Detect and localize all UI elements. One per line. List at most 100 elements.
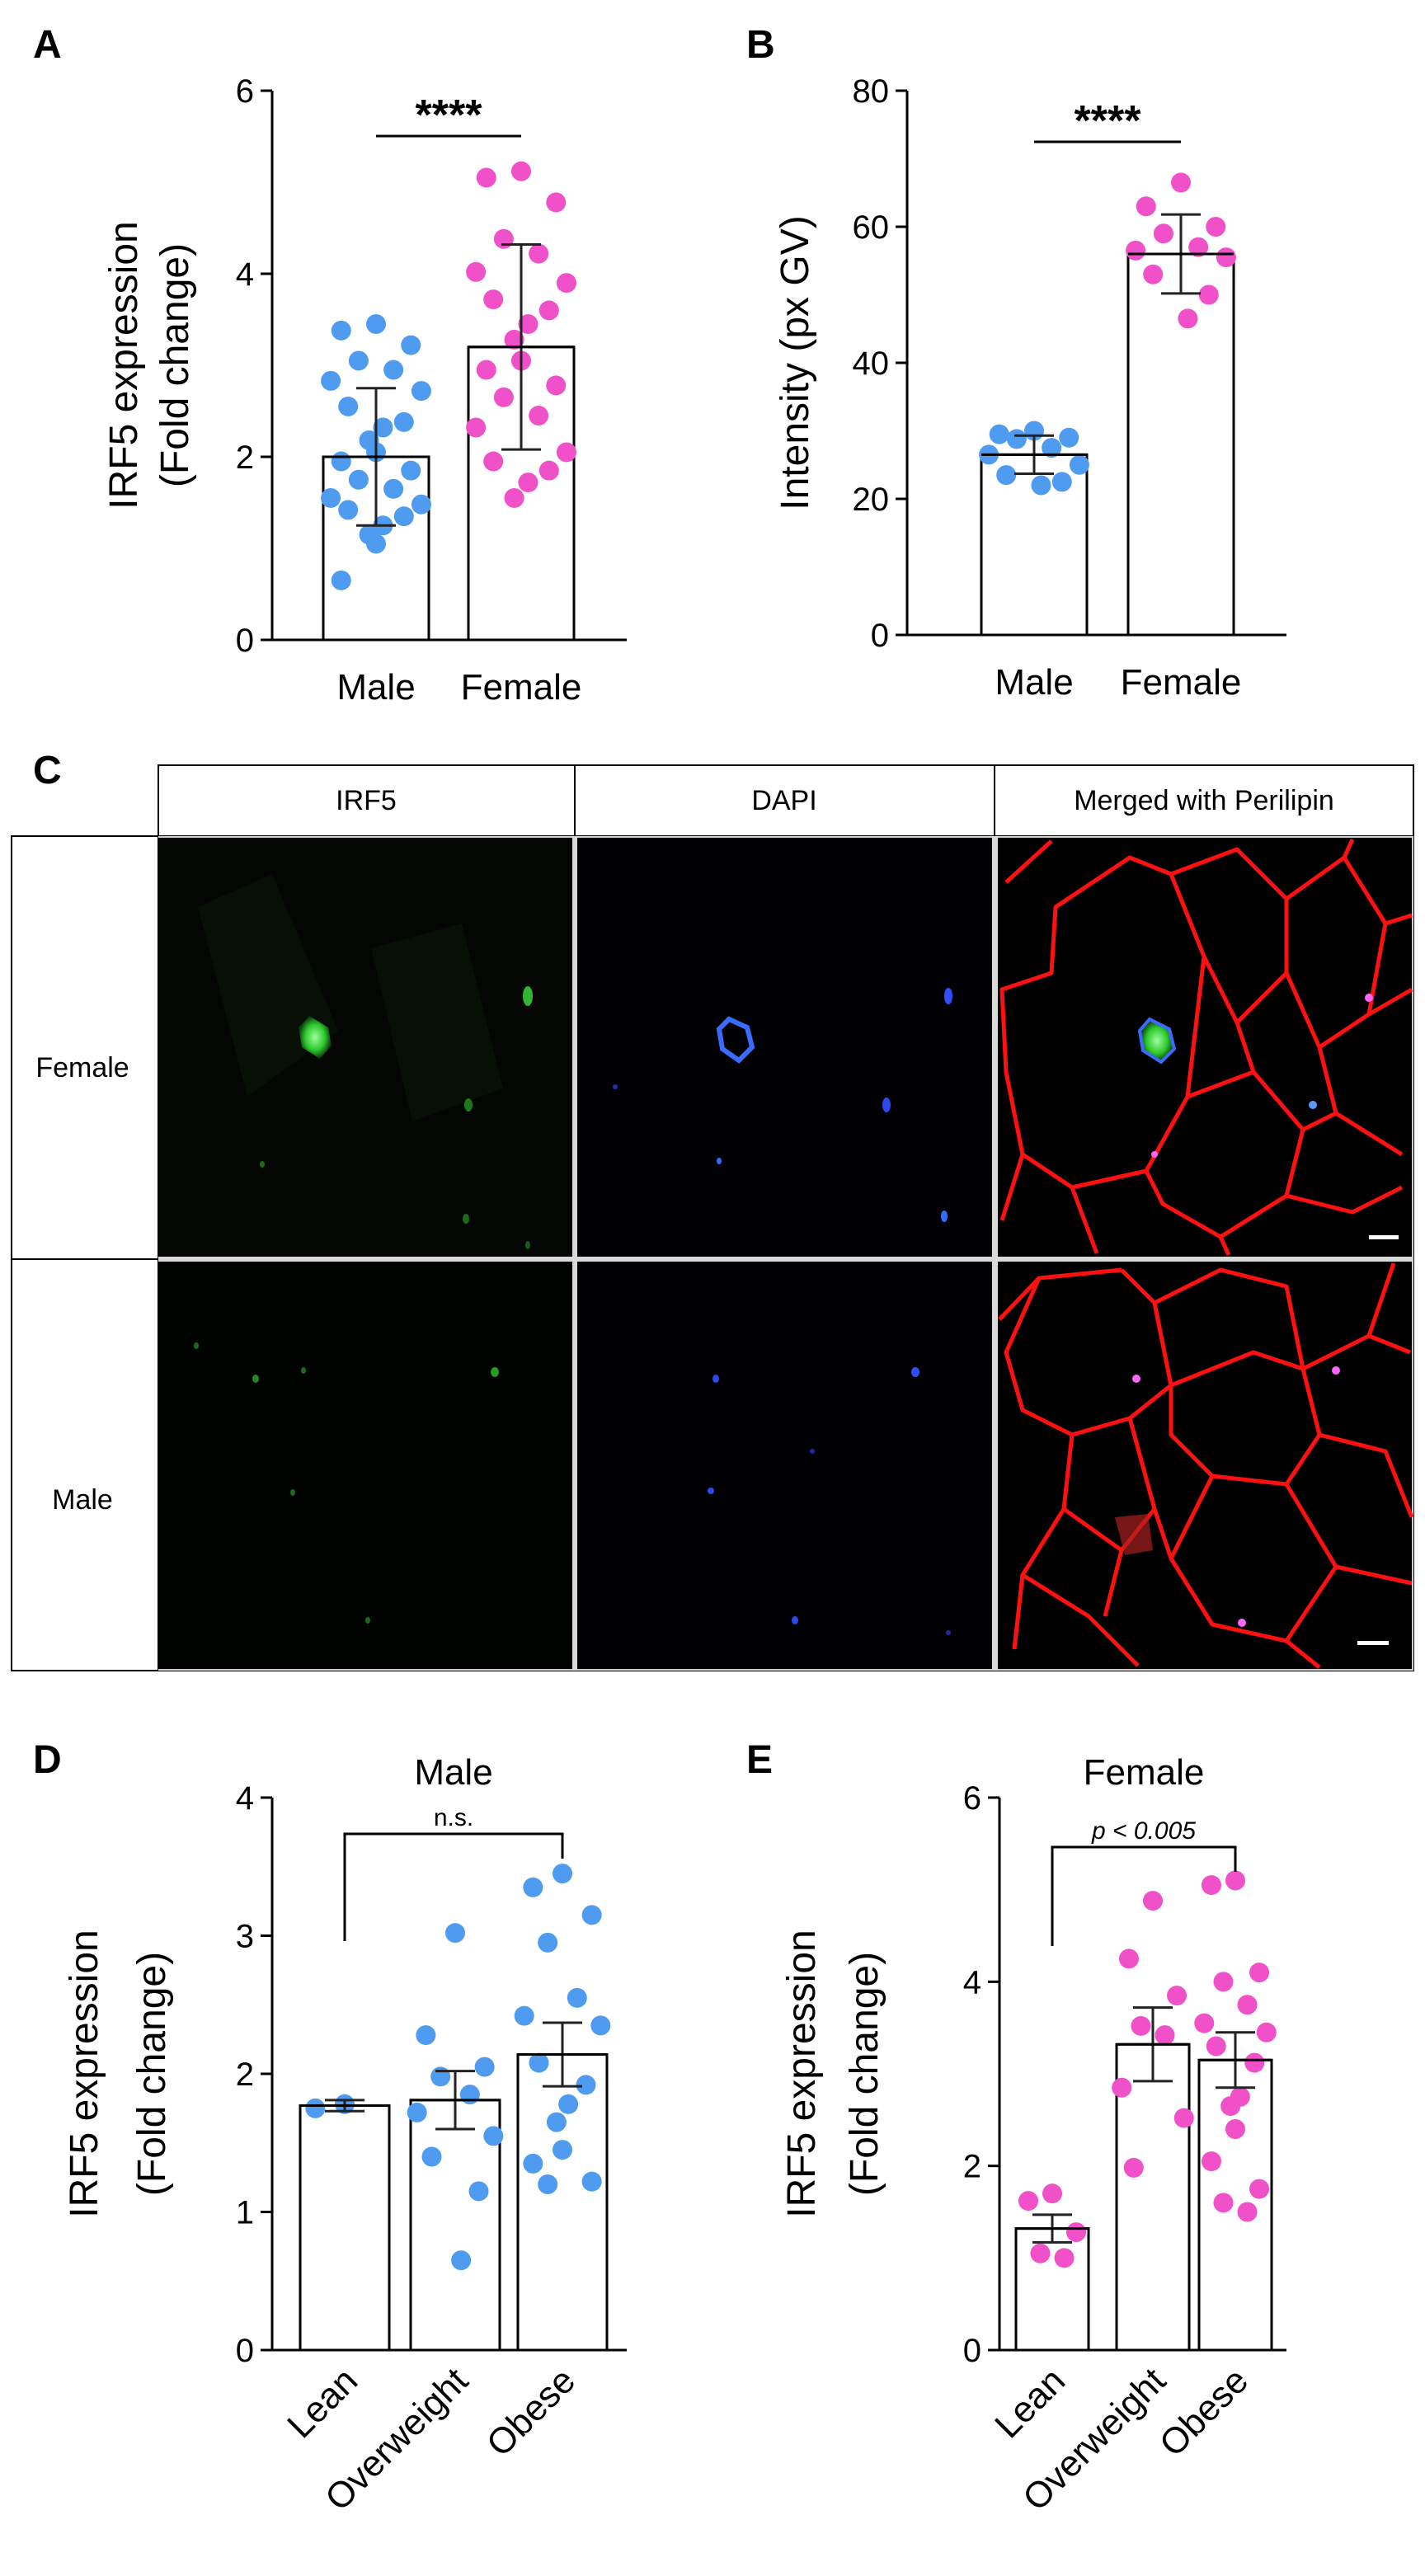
data-point [538, 1932, 558, 1953]
data-point [445, 1923, 465, 1944]
data-point [331, 320, 351, 341]
x-category-label: Female [461, 667, 582, 707]
data-point [1059, 427, 1079, 448]
image-male-dapi [577, 1262, 992, 1669]
x-category-label: Lean [987, 2360, 1073, 2446]
data-point [411, 381, 431, 402]
data-point [483, 451, 504, 472]
x-category-label: Lean [280, 2360, 365, 2446]
data-point [305, 2098, 326, 2118]
data-point [576, 2075, 596, 2095]
data-point [483, 2126, 504, 2146]
data-point [590, 2015, 611, 2036]
data-point [1143, 1891, 1163, 1911]
y-tick-label: 0 [236, 623, 254, 659]
data-point [1018, 2191, 1038, 2212]
data-point [338, 500, 359, 520]
data-point [348, 350, 369, 371]
y-tick-label: 4 [963, 1964, 981, 2000]
y-axis-label-line2: (Fold change) [843, 1952, 887, 2196]
data-point [989, 424, 1009, 444]
data-point [1237, 1995, 1258, 2015]
data-point [493, 387, 514, 407]
data-point [546, 375, 567, 396]
data-point [996, 465, 1017, 486]
data-point [401, 335, 421, 355]
data-point [468, 2181, 489, 2202]
data-point [338, 396, 359, 416]
data-point [1143, 264, 1164, 284]
data-point [393, 506, 414, 527]
data-point [546, 192, 567, 213]
significance-label: **** [416, 92, 483, 139]
data-point [1188, 237, 1209, 257]
chart-panel-d: D 0 1 2 3 4 IRF5 expression (Fold change) Male Le… [33, 1738, 627, 2518]
data-point [1225, 1870, 1245, 1891]
data-point [321, 487, 341, 508]
data-point [504, 487, 524, 508]
column-header-dapi: DAPI [751, 785, 816, 816]
data-point [581, 2171, 602, 2192]
panel-letter-d: D [33, 1738, 62, 1782]
y-axis-label: IRF5 expression [63, 1930, 106, 2217]
data-point [529, 2052, 549, 2073]
x-category-label: Female [1121, 662, 1242, 703]
data-point [416, 2025, 436, 2046]
significance-bracket [1051, 1845, 1237, 1946]
data-point [558, 2094, 579, 2114]
data-point [483, 289, 504, 310]
column-header-merged: Merged with Perilipin [1074, 785, 1334, 816]
column-header-row [158, 764, 1414, 837]
data-point [1206, 217, 1226, 237]
data-point [393, 411, 414, 432]
data-point [1225, 2119, 1245, 2139]
y-tick-label: 20 [853, 482, 890, 518]
image-male-irf5 [158, 1262, 572, 1669]
data-point [493, 228, 514, 249]
y-tick-label: 4 [236, 1780, 254, 1817]
data-point [553, 1864, 572, 1884]
y-tick-label: 1 [236, 2195, 254, 2231]
data-point [1131, 2015, 1151, 2036]
data-point [538, 460, 559, 481]
image-male-merged [998, 1262, 1414, 1669]
data-point [466, 261, 487, 282]
data-point [553, 2140, 572, 2160]
data-point [1249, 1963, 1270, 1983]
data-point [1054, 2248, 1075, 2268]
data-point [1216, 247, 1236, 268]
column-header-irf5: IRF5 [336, 785, 397, 816]
bar-overweight [1115, 2042, 1191, 2352]
y-tick-label: 0 [871, 618, 889, 654]
significance-bracket [343, 1832, 564, 1941]
data-point [1051, 472, 1072, 492]
data-point [383, 360, 404, 380]
x-category-label: Male [995, 662, 1073, 703]
y-tick-label: 80 [853, 73, 890, 110]
data-point [383, 478, 404, 499]
data-point [1136, 196, 1156, 217]
data-point [529, 406, 549, 426]
data-point [581, 1905, 602, 1925]
data-point [421, 2146, 442, 2167]
y-axis-label: IRF5 expression [780, 1930, 824, 2217]
y-tick-label: 3 [236, 1919, 254, 1955]
y-tick-label: 6 [963, 1780, 981, 1817]
y-axis-label-line2: (Fold change) [153, 243, 197, 487]
data-point [331, 451, 351, 472]
data-point [373, 417, 393, 438]
data-point [1066, 2222, 1087, 2243]
panel-letter-e: E [746, 1738, 773, 1782]
y-axis-label-line2: (Fold change) [130, 1952, 174, 2196]
row-label-male: Male [52, 1484, 113, 1516]
data-point [1244, 2052, 1265, 2073]
data-point [1198, 284, 1219, 305]
data-point [518, 472, 538, 493]
microscopy-panel: C IRF5 DAPI Merged with Perilipin Female… [11, 749, 1414, 1671]
data-point [1173, 2108, 1194, 2128]
data-point [348, 469, 369, 490]
tile-gap [572, 836, 577, 1671]
y-tick-label: 2 [236, 440, 254, 476]
bar-overweight [409, 2099, 501, 2352]
